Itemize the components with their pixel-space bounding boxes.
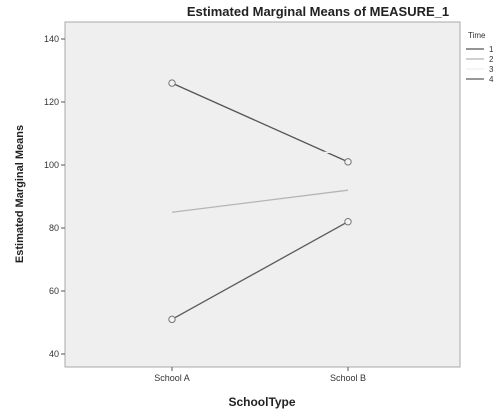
y-tick-label: 80 bbox=[49, 223, 59, 233]
series-point-1 bbox=[168, 79, 176, 87]
series-line-4 bbox=[171, 221, 349, 320]
chart-title: Estimated Marginal Means of MEASURE_1 bbox=[187, 4, 449, 19]
series-point-1 bbox=[344, 158, 352, 166]
legend-label-2: 2 bbox=[489, 55, 494, 64]
series-line-1 bbox=[171, 82, 349, 163]
x-axis: School A School B bbox=[154, 367, 366, 383]
y-tick-label: 40 bbox=[49, 349, 59, 359]
legend-label-4: 4 bbox=[489, 75, 494, 84]
y-tick-label: 100 bbox=[44, 160, 59, 170]
x-axis-title: SchoolType bbox=[228, 395, 295, 409]
series-point-4 bbox=[344, 218, 352, 226]
y-tick-label: 60 bbox=[49, 286, 59, 296]
series-line-2 bbox=[171, 189, 349, 213]
x-tick-label: School B bbox=[330, 373, 366, 383]
legend-title: Time bbox=[468, 31, 486, 40]
plot-area bbox=[64, 21, 461, 368]
series-point-4 bbox=[168, 315, 176, 324]
legend-label-3: 3 bbox=[489, 65, 494, 74]
x-tick-label: School A bbox=[154, 373, 190, 383]
y-tick-label: 120 bbox=[44, 97, 59, 107]
legend-label-1: 1 bbox=[489, 45, 494, 54]
y-axis: 40 60 80 100 120 140 bbox=[44, 34, 65, 359]
y-axis-title: Estimated Marginal Means bbox=[14, 125, 26, 263]
series-layer bbox=[168, 79, 352, 324]
y-tick-label: 140 bbox=[44, 34, 59, 44]
